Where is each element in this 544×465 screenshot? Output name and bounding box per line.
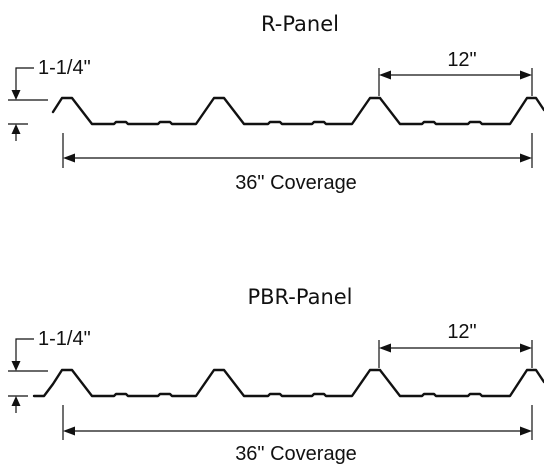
r-panel-rib-spacing-label: 12" — [447, 49, 476, 71]
pbr-panel-title: PBR-Panel — [247, 285, 352, 309]
pbr-panel-rib-height-dimension: 1-1/4" — [8, 328, 91, 413]
r-panel-rib-spacing-dimension: 12" — [378, 49, 533, 96]
pbr-panel-rib-spacing-dimension: 12" — [378, 321, 533, 368]
pbr-panel-rib-spacing-label: 12" — [447, 321, 476, 343]
r-panel-coverage-label: 36" Coverage — [235, 172, 357, 194]
pbr-panel-profile — [32, 368, 544, 398]
r-panel-title: R-Panel — [261, 12, 339, 36]
r-panel-rib-height-dimension: 1-1/4" — [8, 57, 91, 141]
r-panel-coverage-dimension: 36" Coverage — [62, 133, 533, 194]
r-panel-rib-height-label: 1-1/4" — [38, 57, 91, 79]
pbr-panel-coverage-label: 36" Coverage — [235, 443, 357, 465]
pbr-panel-figure: PBR-Panel 1-1/4" 12" — [8, 285, 544, 465]
pbr-panel-rib-height-label: 1-1/4" — [38, 328, 91, 350]
r-panel-profile — [51, 96, 544, 126]
pbr-panel-coverage-dimension: 36" Coverage — [62, 405, 533, 465]
r-panel-figure: R-Panel 1-1/4" 12" — [8, 12, 544, 194]
